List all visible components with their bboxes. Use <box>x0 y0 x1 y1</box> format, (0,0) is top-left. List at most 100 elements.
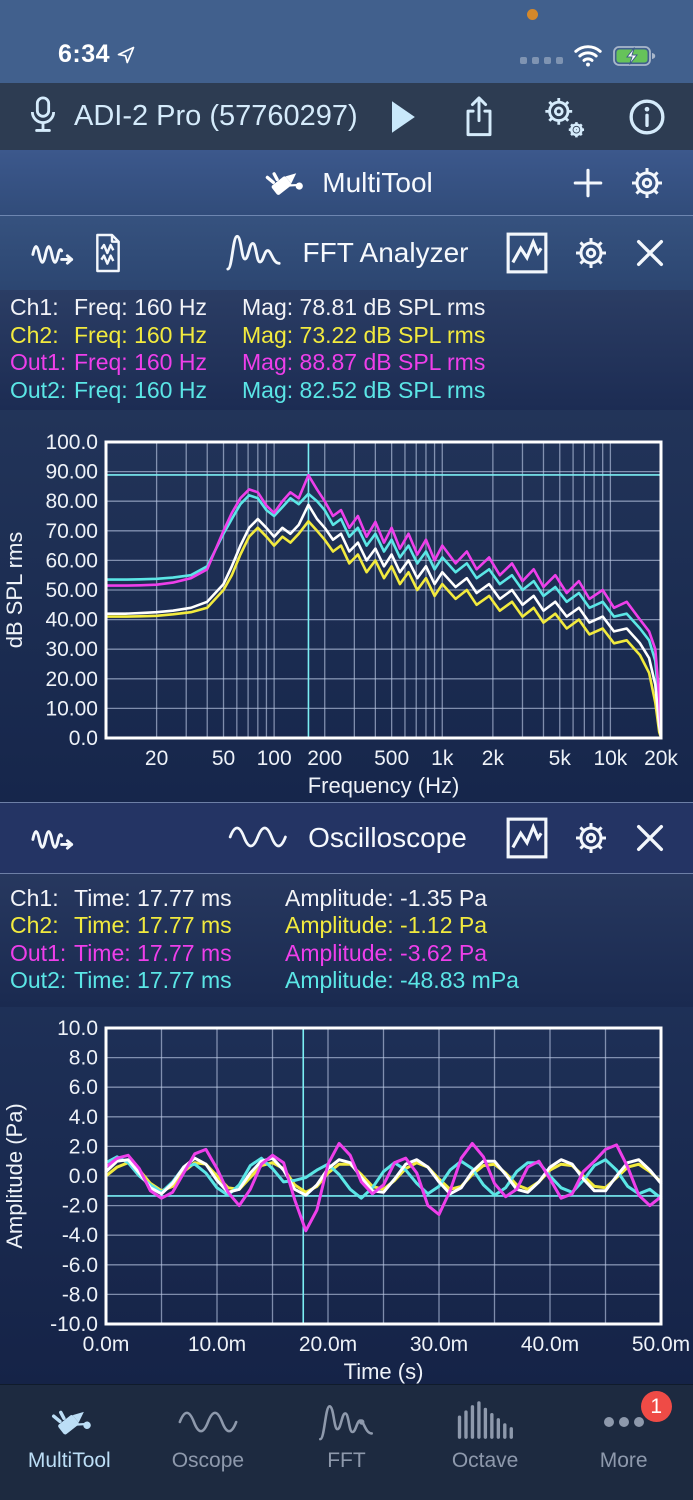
tab-octave[interactable]: Octave <box>416 1385 555 1500</box>
device-header: ADI-2 Pro (57760297) <box>0 83 693 150</box>
status-bar: 6:34 <box>0 0 693 83</box>
fft-readout-out1: Out1: Freq: 160 Hz Mag: 88.87 dB SPL rms <box>10 349 486 375</box>
scope-close-button[interactable] <box>633 821 667 855</box>
oscilloscope-chart-section: 10.0 8.0 6.0 4.0 2.0 0.0 -2.0 -4.0 -6.0 -8.0 -10.0… <box>0 1007 693 1384</box>
svg-text:30.00: 30.00 <box>45 638 98 661</box>
svg-text:80.00: 80.00 <box>45 490 98 513</box>
svg-text:50: 50 <box>212 747 235 770</box>
octave-tab-icon <box>454 1399 516 1445</box>
fft-close-button[interactable] <box>633 236 667 270</box>
svg-text:500: 500 <box>374 747 409 770</box>
clock: 6:34 <box>58 40 111 68</box>
tab-multitool[interactable]: MultiTool <box>0 1385 139 1500</box>
svg-text:0.0m: 0.0m <box>83 1333 130 1356</box>
svg-text:40.0m: 40.0m <box>521 1333 579 1356</box>
add-module-button[interactable] <box>571 166 605 200</box>
fft-module-bar: FFT Analyzer <box>0 216 693 290</box>
microphone-inuse-dot <box>527 9 538 20</box>
scope-readout-ch1: Ch1: Time: 17.77 ms Amplitude: -1.35 Pa <box>10 884 488 911</box>
svg-text:60.00: 60.00 <box>45 549 98 572</box>
svg-text:Frequency (Hz): Frequency (Hz) <box>308 773 460 798</box>
fft-readout-out2: Out2: Freq: 160 Hz Mag: 82.52 dB SPL rms <box>10 376 486 403</box>
multitool-knife-icon <box>260 161 304 205</box>
svg-text:-6.0: -6.0 <box>62 1254 98 1277</box>
svg-text:20k: 20k <box>644 747 678 770</box>
svg-text:6.0: 6.0 <box>69 1076 98 1099</box>
svg-text:-10.0: -10.0 <box>50 1313 98 1336</box>
svg-text:200: 200 <box>307 747 342 770</box>
fft-module-title: FFT Analyzer <box>302 237 469 268</box>
fft-tab-icon <box>317 1399 375 1445</box>
tab-bar: MultiTool Oscope FFT <box>0 1384 693 1500</box>
fft-readout-ch2: Ch2: Freq: 160 Hz Mag: 73.22 dB SPL rms <box>10 321 486 348</box>
svg-text:-4.0: -4.0 <box>62 1224 98 1247</box>
scope-readout-out2: Out2: Time: 17.77 ms Amplitude: -48.83 mPa <box>10 967 519 993</box>
more-badge: 1 <box>640 1391 672 1422</box>
svg-text:Amplitude (Pa): Amplitude (Pa) <box>2 1103 27 1249</box>
svg-text:0.0: 0.0 <box>69 1165 98 1188</box>
svg-text:70.00: 70.00 <box>45 520 98 543</box>
info-button[interactable] <box>627 97 667 137</box>
multitool-settings-button[interactable] <box>627 163 667 203</box>
location-arrow-icon <box>116 45 136 65</box>
oscilloscope-title: Oscilloscope <box>308 822 467 853</box>
svg-text:50.0m: 50.0m <box>632 1333 690 1356</box>
svg-text:2k: 2k <box>482 747 505 770</box>
svg-text:-2.0: -2.0 <box>62 1195 98 1218</box>
svg-text:20: 20 <box>145 747 168 770</box>
oscilloscope-module-bar: Oscilloscope <box>0 802 693 874</box>
scope-settings-button[interactable] <box>571 818 611 858</box>
svg-text:8.0: 8.0 <box>69 1047 98 1070</box>
svg-text:10.0m: 10.0m <box>188 1333 246 1356</box>
battery-charging-icon <box>613 45 657 67</box>
fft-readout-ch1: Ch1: Freq: 160 Hz Mag: 78.81 dB SPL rms <box>10 294 486 320</box>
play-button[interactable] <box>384 97 420 137</box>
svg-text:40.00: 40.00 <box>45 609 98 632</box>
fft-chart-view-button[interactable] <box>505 231 549 275</box>
wifi-icon <box>573 45 603 67</box>
svg-text:Time (s): Time (s) <box>344 1359 424 1384</box>
share-button[interactable] <box>461 95 497 139</box>
svg-text:dB SPL rms: dB SPL rms <box>2 532 27 649</box>
svg-text:30.0m: 30.0m <box>410 1333 468 1356</box>
signal-generator-icon[interactable] <box>30 820 76 856</box>
oscope-tab-icon <box>177 1399 239 1445</box>
multitool-title: MultiTool <box>322 166 433 198</box>
device-title[interactable]: ADI-2 Pro (57760297) <box>74 100 358 132</box>
microphone-icon[interactable] <box>26 95 60 139</box>
oscilloscope-readouts: Ch1: Time: 17.77 ms Amplitude: -1.35 Pa Ch… <box>0 874 693 1007</box>
fft-readouts: Ch1: Freq: 160 Hz Mag: 78.81 dB SPL rms Ch… <box>0 290 693 410</box>
svg-text:20.00: 20.00 <box>45 668 98 691</box>
sine-wave-icon <box>226 817 290 859</box>
signal-generator-icon[interactable] <box>30 235 76 271</box>
svg-text:10.00: 10.00 <box>45 697 98 720</box>
svg-text:-8.0: -8.0 <box>62 1283 98 1306</box>
svg-text:5k: 5k <box>549 747 572 770</box>
svg-text:90.00: 90.00 <box>45 461 98 484</box>
settings-gears-button[interactable] <box>539 93 587 141</box>
fft-settings-button[interactable] <box>571 233 611 273</box>
cellular-signal-icon <box>520 56 563 64</box>
oscilloscope-chart[interactable]: 10.0 8.0 6.0 4.0 2.0 0.0 -2.0 -4.0 -6.0 -8.0 -10.0… <box>0 1007 693 1384</box>
svg-text:10.0: 10.0 <box>57 1017 98 1040</box>
tab-fft[interactable]: FFT <box>277 1385 416 1500</box>
tab-oscope[interactable]: Oscope <box>139 1385 278 1500</box>
svg-text:10k: 10k <box>593 747 627 770</box>
svg-text:2.0: 2.0 <box>69 1135 98 1158</box>
multitool-tab-icon <box>46 1399 92 1445</box>
svg-text:100: 100 <box>257 747 292 770</box>
tab-more[interactable]: 1 More <box>554 1385 693 1500</box>
fft-chart[interactable]: 100.0 90.00 80.00 70.00 60.00 50.00 40.00 30.00… <box>0 410 693 802</box>
scope-chart-view-button[interactable] <box>505 816 549 860</box>
svg-text:50.00: 50.00 <box>45 579 98 602</box>
scope-readout-ch2: Ch2: Time: 17.77 ms Amplitude: -1.12 Pa <box>10 912 488 938</box>
multitool-header-bar: MultiTool <box>0 150 693 216</box>
fft-chart-section: 100.0 90.00 80.00 70.00 60.00 50.00 40.00 30.00… <box>0 410 693 802</box>
svg-text:4.0: 4.0 <box>69 1106 98 1129</box>
svg-text:1k: 1k <box>431 747 454 770</box>
svg-text:20.0m: 20.0m <box>299 1333 357 1356</box>
svg-text:100.0: 100.0 <box>45 431 98 454</box>
record-file-icon[interactable] <box>92 233 124 273</box>
scope-readout-out1: Out1: Time: 17.77 ms Amplitude: -3.62 Pa <box>10 939 488 966</box>
